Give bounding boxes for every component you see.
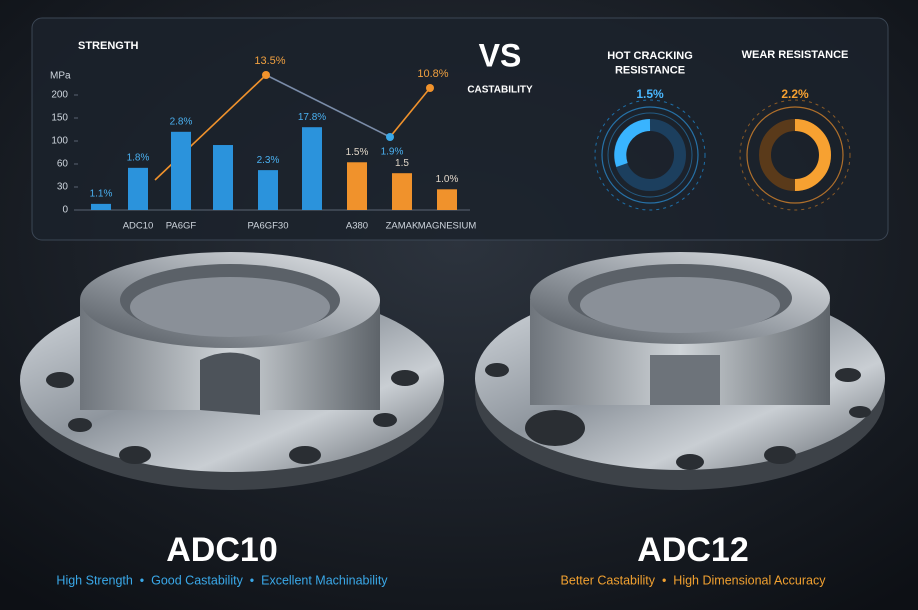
line-segment — [389, 87, 431, 138]
vs-label: VS — [479, 37, 522, 73]
y-tick-label: 200 — [51, 90, 68, 101]
part-adc12 — [475, 252, 885, 490]
gauge-value: 1.5% — [636, 87, 664, 101]
y-tick-label: 100 — [51, 136, 68, 147]
chart-title: STRENGTH — [78, 40, 139, 52]
y-tick-label: 60 — [57, 159, 69, 170]
panel — [31, 17, 889, 241]
bar-label: 2.3% — [257, 155, 280, 166]
product-name: ADC12 — [637, 531, 748, 569]
gauge-value: 2.2% — [781, 87, 809, 101]
x-tick-label: PA6GF — [166, 221, 197, 232]
bar — [392, 173, 412, 210]
x-tick-label: PA6GF30 — [247, 221, 288, 232]
castability-line: 13.5% 1.9% 10.8% — [154, 55, 449, 181]
bar — [128, 167, 148, 210]
x-tick-label: ZAMAK — [386, 221, 419, 232]
line-label: 13.5% — [254, 55, 285, 67]
bar-label: 17.8% — [298, 112, 326, 123]
bar — [171, 131, 191, 210]
castability-label: CASTABILITY — [467, 85, 533, 96]
product-name: ADC10 — [166, 531, 277, 569]
gauge-hot-cracking: HOT CRACKING RESISTANCE 1.5% — [594, 50, 706, 211]
line-label: 1.9% — [381, 147, 404, 158]
bar-label: 1.5% — [346, 147, 369, 158]
gauge-wear: WEAR RESISTANCE 2.2% — [739, 49, 851, 211]
bar-label: 1.5 — [395, 158, 409, 169]
bar-label: 2.8% — [170, 116, 193, 127]
product-features: High Strength • Good Castability • Excel… — [56, 573, 388, 587]
gauge-title: WEAR RESISTANCE — [742, 49, 849, 61]
line-point — [386, 133, 394, 141]
bar — [437, 189, 457, 210]
x-tick-label: MAGNESIUM — [418, 221, 477, 232]
y-unit: MPa — [50, 71, 71, 82]
line-point — [426, 84, 434, 92]
gauge-title: HOT CRACKING RESISTANCE — [607, 50, 693, 76]
bar-label: 1.1% — [90, 189, 113, 200]
bar — [258, 170, 278, 210]
bar — [213, 145, 233, 210]
line-label: 10.8% — [417, 68, 448, 80]
bar — [347, 162, 367, 210]
bar — [302, 127, 322, 210]
bar — [91, 203, 111, 210]
line-segment — [265, 74, 391, 138]
part-adc10 — [20, 252, 444, 490]
x-tick-label: ADC10 — [123, 221, 154, 232]
y-tick-label: 0 — [62, 205, 68, 216]
line-point — [262, 71, 270, 79]
y-tick-label: 30 — [57, 182, 69, 193]
product-features: Better Castability • High Dimensional Ac… — [561, 573, 827, 587]
y-tick-label: 150 — [51, 113, 68, 124]
bar-label: 1.8% — [127, 152, 150, 163]
x-tick-label: A380 — [346, 221, 368, 232]
bar-label: 1.0% — [436, 174, 459, 185]
